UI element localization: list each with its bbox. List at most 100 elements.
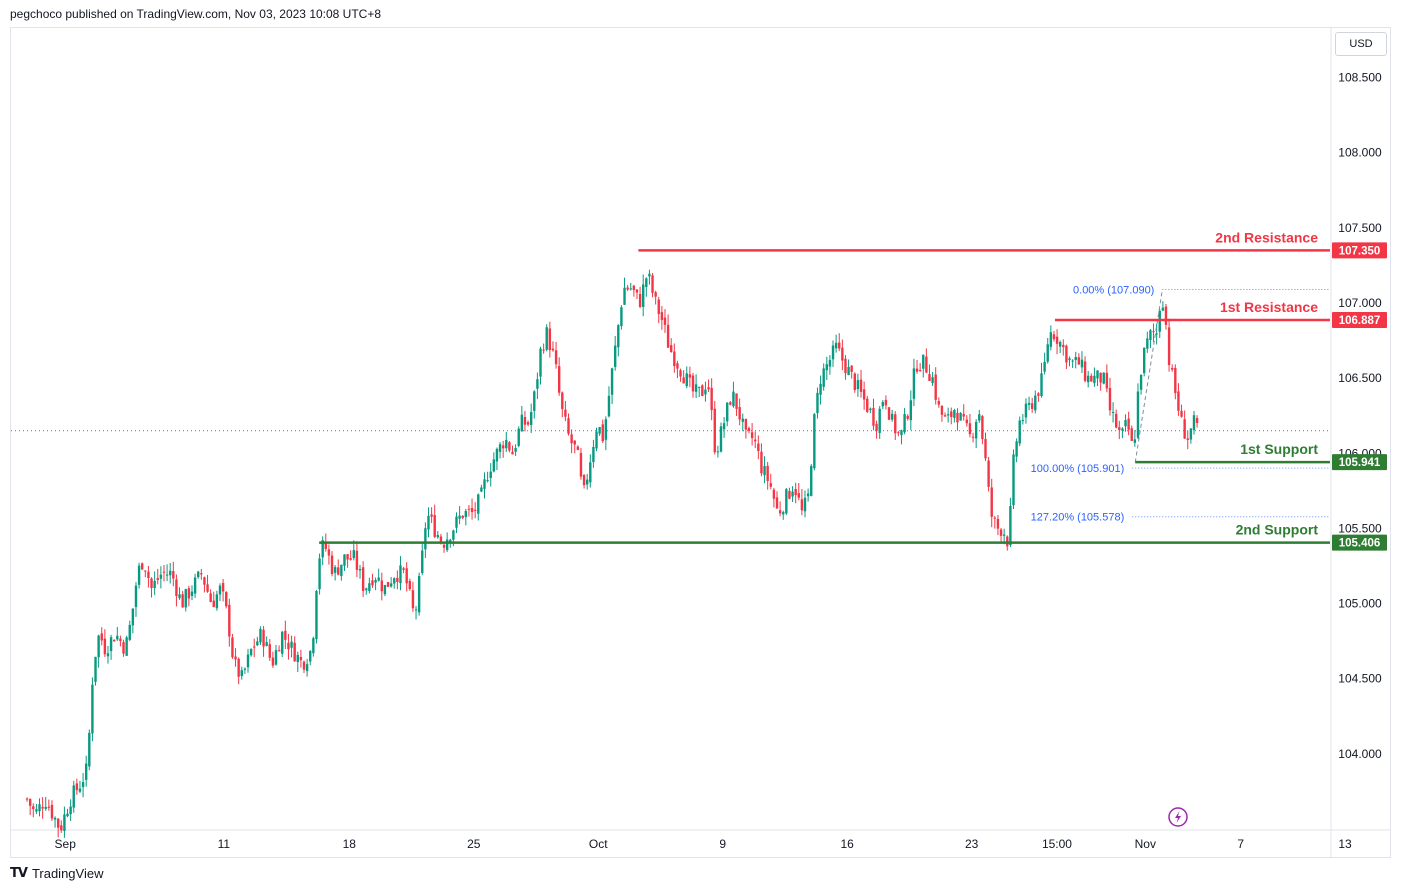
- candle-body: [523, 417, 527, 425]
- candle-body: [1121, 428, 1124, 431]
- candle-body: [676, 363, 679, 369]
- candle-body: [343, 554, 346, 566]
- candle-body: [834, 342, 838, 349]
- candle-body: [193, 577, 197, 594]
- level-price-tag: [1332, 534, 1387, 551]
- candle-body: [50, 804, 54, 819]
- candle-body: [337, 567, 340, 575]
- candle-body: [508, 442, 511, 451]
- y-tick-label: 108.000: [1338, 146, 1382, 160]
- candle-body: [380, 580, 384, 592]
- candle-body: [144, 570, 147, 572]
- candle-body: [906, 415, 909, 419]
- candle-body: [352, 550, 355, 558]
- candle-body: [159, 574, 163, 579]
- candle-body: [1167, 327, 1171, 366]
- candle-body: [816, 392, 819, 414]
- candle-body: [1180, 410, 1183, 417]
- candle-body: [1127, 418, 1130, 430]
- candle-body: [371, 580, 374, 586]
- candle-body: [84, 763, 88, 780]
- level-label: 2nd Resistance: [1215, 229, 1318, 245]
- y-tick-label: 104.000: [1338, 747, 1382, 761]
- candle-body: [626, 287, 629, 290]
- candle-body: [897, 432, 900, 434]
- candle-body: [750, 432, 754, 439]
- candle-body: [365, 588, 368, 591]
- candle-body: [125, 637, 128, 656]
- candle-body: [810, 465, 813, 496]
- candle-body: [137, 565, 141, 585]
- candle-body: [965, 419, 969, 424]
- candle-body: [169, 570, 172, 576]
- candle-body: [881, 402, 885, 407]
- candle-body: [869, 408, 872, 411]
- level-price-tag: [1332, 311, 1387, 328]
- candle-body: [853, 373, 856, 390]
- candle-body: [35, 809, 38, 812]
- candle-body: [937, 400, 941, 405]
- candle-body: [800, 499, 804, 511]
- candle-body: [445, 539, 449, 551]
- candle-body: [424, 528, 427, 550]
- candle-body: [744, 418, 748, 430]
- x-tick-label: 25: [467, 837, 481, 851]
- candle-body: [1111, 412, 1115, 414]
- y-tick-label: 107.500: [1338, 221, 1382, 235]
- candle-body: [430, 514, 433, 517]
- candle-body: [999, 529, 1003, 536]
- candle-body: [778, 510, 782, 514]
- level-label: 1st Support: [1240, 441, 1318, 457]
- candle-body: [670, 345, 673, 353]
- level-price-label: 107.350: [1339, 245, 1381, 257]
- candle-body: [850, 365, 853, 372]
- candle-body: [648, 273, 651, 277]
- candle-body: [1124, 420, 1127, 427]
- candle-body: [1090, 375, 1093, 382]
- candle-body: [803, 497, 807, 512]
- x-tick-label: 9: [719, 837, 726, 851]
- candle-body: [987, 460, 990, 487]
- candle-body: [53, 817, 57, 820]
- candle-body: [909, 400, 913, 421]
- candle-body: [399, 565, 402, 584]
- candle-body: [981, 416, 984, 440]
- candle-body: [925, 356, 928, 373]
- candle-body: [1158, 310, 1161, 332]
- candle-body: [915, 368, 919, 372]
- candle-body: [533, 391, 536, 411]
- candle-body: [265, 642, 268, 646]
- candle-body: [134, 585, 138, 608]
- candle-body: [1018, 420, 1021, 444]
- candle-body: [729, 402, 732, 405]
- candle-body: [221, 583, 225, 592]
- candle-body: [1058, 342, 1062, 347]
- candle-body: [576, 446, 580, 450]
- candle-body: [875, 423, 878, 431]
- candle-body: [582, 475, 586, 486]
- candle-body: [501, 445, 505, 449]
- candle-body: [147, 571, 150, 578]
- candle-body: [88, 732, 91, 767]
- candle-body: [187, 588, 191, 599]
- candle-body: [333, 567, 337, 573]
- candle-body: [249, 649, 253, 656]
- candle-body: [436, 535, 440, 538]
- candle-body: [984, 439, 987, 459]
- candle-body: [209, 593, 212, 602]
- candle-body: [971, 436, 975, 438]
- candle-body: [536, 379, 539, 389]
- candle-body: [389, 583, 393, 587]
- candle-body: [433, 515, 436, 537]
- candle-body: [458, 515, 461, 519]
- candle-body: [940, 405, 944, 415]
- currency-button[interactable]: USD: [1335, 32, 1387, 56]
- candle-body: [405, 568, 408, 584]
- candle-body: [492, 459, 496, 472]
- candle-body: [769, 483, 772, 487]
- candle-body: [162, 571, 166, 573]
- candle-body: [813, 414, 816, 469]
- tradingview-brand[interactable]: TV TradingView: [10, 866, 103, 881]
- candle-body: [119, 638, 122, 642]
